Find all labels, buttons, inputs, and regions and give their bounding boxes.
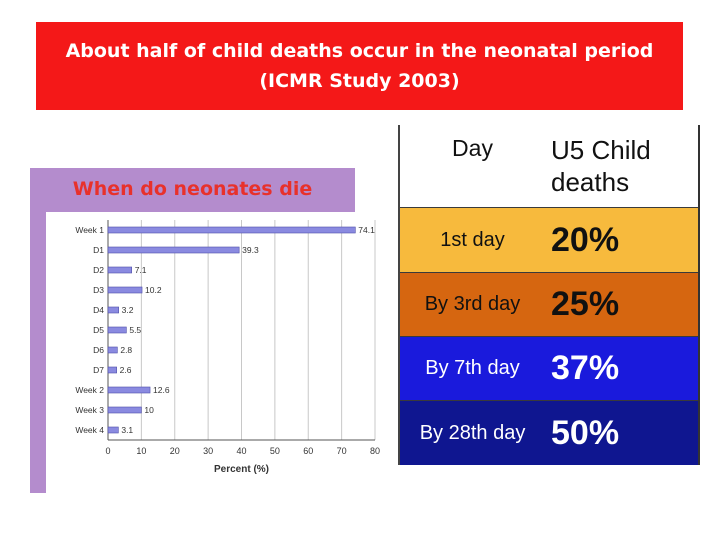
category-label: D4 (93, 305, 104, 315)
bar (107, 426, 119, 434)
category-label: D1 (93, 245, 104, 255)
bar (107, 286, 143, 294)
bar (107, 406, 142, 414)
deaths-table: Day U5 Child deaths 1st day 20% By 3rd d… (398, 125, 700, 465)
bar (107, 306, 119, 314)
value-label: 74.1 (358, 225, 375, 235)
value-label: 5.5 (129, 325, 141, 335)
header-deaths: U5 Child deaths (545, 125, 699, 208)
category-label: Week 4 (75, 425, 104, 435)
chart-panel: When do neonates die 0 10 20 30 40 50 60 70 80 We… (30, 168, 386, 498)
x-tick-label: 60 (303, 446, 313, 456)
value-label: 12.6 (153, 385, 170, 395)
row-day: By 7th day (399, 336, 545, 401)
value-label: 10.2 (145, 285, 162, 295)
category-label: D5 (93, 325, 104, 335)
bar (107, 246, 240, 254)
value-label: 10 (144, 405, 154, 415)
bar (107, 266, 132, 274)
value-label: 7.1 (135, 265, 147, 275)
value-label: 2.6 (120, 365, 132, 375)
bar (107, 226, 356, 234)
category-label: D7 (93, 365, 104, 375)
x-tick-label: 20 (170, 446, 180, 456)
chart-heading: When do neonates die (72, 178, 313, 200)
value-label: 39.3 (242, 245, 259, 255)
bar (107, 386, 151, 394)
row-day: 1st day (399, 207, 545, 273)
x-tick-label: 70 (337, 446, 347, 456)
category-label: D3 (93, 285, 104, 295)
row-day: By 28th day (399, 400, 545, 465)
chart-background (46, 212, 386, 498)
table-header-row: Day U5 Child deaths (399, 125, 699, 208)
row-day: By 3rd day (399, 272, 545, 337)
category-label: Week 2 (75, 385, 104, 395)
bar (107, 326, 127, 334)
table-row: By 28th day 50% (399, 400, 699, 465)
category-label: Week 1 (75, 225, 104, 235)
x-axis-label: Percent (%) (214, 464, 269, 475)
category-label: D6 (93, 345, 104, 355)
x-tick-label: 40 (236, 446, 246, 456)
row-value: 25% (545, 272, 699, 337)
x-tick-label: 30 (203, 446, 213, 456)
bar (107, 366, 117, 374)
value-label: 2.8 (120, 345, 132, 355)
row-value: 20% (545, 207, 699, 273)
category-label: D2 (93, 265, 104, 275)
slide-title: About half of child deaths occur in the … (65, 40, 654, 92)
category-label: Week 3 (75, 405, 104, 415)
value-label: 3.1 (121, 425, 133, 435)
neonatal-deaths-bar-chart: 0 10 20 30 40 50 60 70 80 Week 1 74.1 D1 39.3 D2 7.1 D3… (46, 212, 386, 498)
x-tick-label: 50 (270, 446, 280, 456)
value-label: 3.2 (122, 305, 134, 315)
x-tick-label: 80 (370, 446, 380, 456)
table-row: 1st day 20% (399, 207, 699, 273)
bar (107, 346, 118, 354)
x-tick-label: 10 (136, 446, 146, 456)
table-row: By 3rd day 25% (399, 272, 699, 337)
title-banner: About half of child deaths occur in the … (36, 22, 683, 110)
header-day: Day (399, 125, 545, 208)
row-value: 37% (545, 336, 699, 401)
table-row: By 7th day 37% (399, 336, 699, 401)
x-tick-label: 0 (105, 446, 110, 456)
row-value: 50% (545, 400, 699, 465)
